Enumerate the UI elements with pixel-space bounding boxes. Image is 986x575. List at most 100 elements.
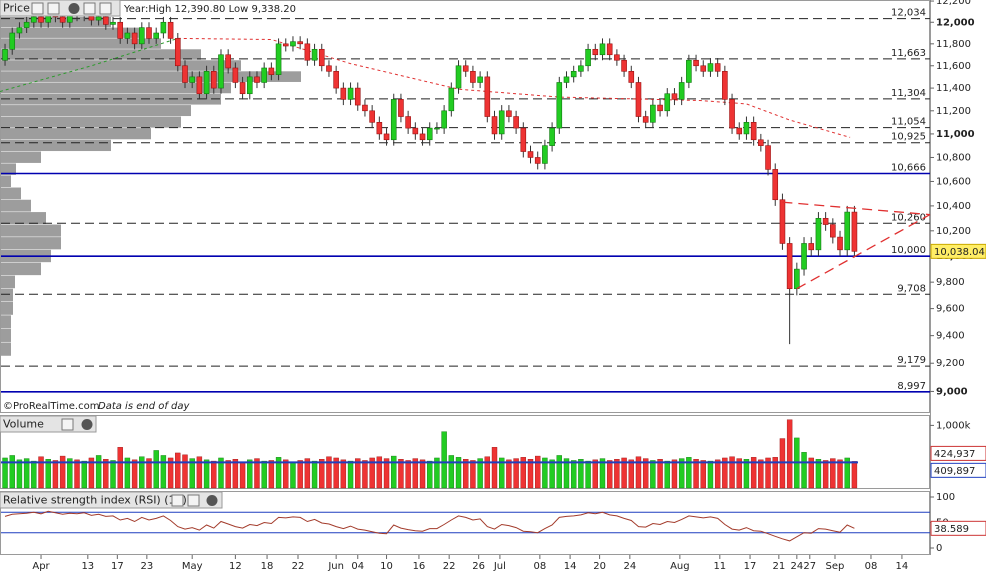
volume-profile-bar [1,82,231,94]
y-tick-label: 100 [936,492,955,503]
candle-body [232,67,239,83]
y-tick-label: 11,600 [936,61,971,72]
candle-body [153,32,159,39]
x-tick-label: Jul [493,561,506,572]
level-label: 10,000 [891,245,926,256]
level-label: 11,663 [891,48,926,59]
settings-icon[interactable] [31,2,44,15]
level-label: 10,925 [891,132,926,143]
volume-bar [801,452,807,489]
volume-bar [463,459,469,489]
x-tick-label: 08 [865,561,878,572]
level-label: 11,304 [891,88,926,99]
x-tick-label: Apr [32,561,50,572]
close-icon[interactable] [206,495,218,506]
candle-body [585,48,591,67]
toggle-icon[interactable] [187,494,200,507]
candle-body [527,151,534,158]
y-tick-label: 9,600 [936,304,965,315]
candle-body [599,43,606,56]
settings-icon[interactable] [171,494,184,507]
volume-bar [419,459,426,489]
volume-bar [67,458,73,489]
candle-body [318,48,325,67]
volume-bar [664,460,670,489]
x-tick-label: 21 [772,561,785,572]
candle-body [311,48,318,61]
candle-body [398,99,404,117]
volume-header: Volume [0,415,97,433]
volume-bar [815,459,822,489]
toggle-icon[interactable] [47,2,60,15]
candle-body [203,71,210,95]
candle-body [635,82,642,117]
volume-profile-bar [1,199,31,212]
volume-bar [405,460,411,489]
down-icon[interactable] [99,2,112,15]
volume-bar [707,460,714,489]
note: Data is end of day [98,401,191,412]
level-label: 10,666 [891,162,926,173]
candle-body [815,217,822,251]
volume-bar [837,459,843,489]
candle-body [189,76,195,83]
volume-bar [218,457,224,489]
candle-body [59,16,66,23]
volume-bar [182,454,188,489]
candle-body [664,93,671,112]
candle-body [491,116,498,135]
volume-bar [333,457,339,489]
rsi-line [4,510,855,542]
candle-body [390,99,397,141]
volume-bar [499,457,505,489]
volume-bar [427,460,433,489]
volume-bar [88,457,95,489]
candle-body [498,110,505,135]
volume-bar [736,458,742,489]
candle-body [290,41,296,47]
x-tick-label: 16 [413,561,426,572]
volume-profile-bar [1,275,15,289]
rsi-header: Relative strength index (RSI) (14) [0,491,223,509]
candle-body [268,67,275,75]
value-box-label: 409,897 [934,466,975,477]
up-icon[interactable] [83,2,96,15]
candle-body [9,32,16,50]
moving-average [0,37,178,92]
volume-bar [160,455,167,489]
volume-profile-bar [1,128,151,140]
volume-bar [131,459,138,489]
volume-profile-bar [1,212,46,225]
price-header: Price [0,0,121,17]
volume-bar [110,460,116,489]
candle-body [657,104,663,112]
candle-body [326,65,332,72]
candle-body [38,16,44,23]
x-tick-label: 27 [803,561,816,572]
candle-body [477,76,483,83]
volume-bar [74,459,80,489]
y-tick-label: 9,200 [936,358,965,369]
toggle-icon[interactable] [61,418,74,431]
close-icon[interactable] [68,3,80,14]
volume-bar [556,455,562,489]
x-tick-label: 17 [111,561,124,572]
volume-bar [9,455,15,489]
candle-body [117,21,124,39]
volume-bar [750,457,757,489]
value-box [930,243,986,259]
close-icon[interactable] [81,419,93,430]
volume-bar [232,459,239,489]
volume-bar [283,459,289,489]
y-tick-label: 12,200 [936,0,971,7]
candle-body [801,243,807,270]
volume-profile-bar [1,49,201,60]
x-tick-label: 04 [351,561,364,572]
volume-bar [678,458,685,489]
candle-body [830,224,836,238]
y-tick-label: 11,800 [936,39,971,50]
volume-bar [362,460,368,489]
volume-bar [851,461,858,489]
volume-bar [578,459,584,489]
volume-bar [203,459,210,489]
